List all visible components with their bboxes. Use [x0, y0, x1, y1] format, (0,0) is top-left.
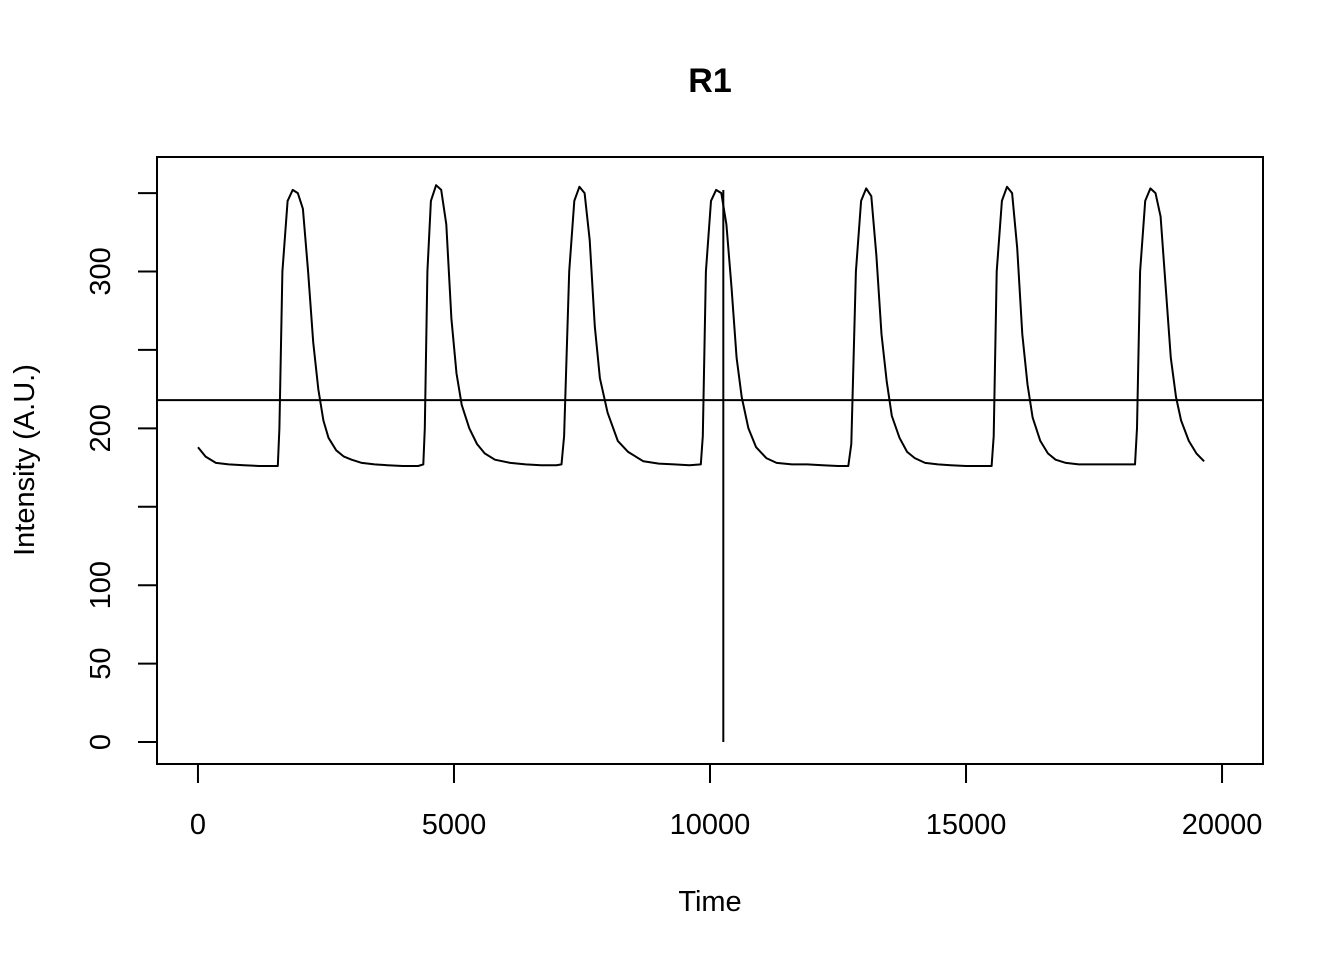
chart-title: R1	[688, 62, 731, 100]
x-axis-label: Time	[678, 886, 741, 918]
y-tick-label: 300	[85, 247, 117, 295]
x-tick-label: 10000	[670, 809, 751, 841]
y-tick-label: 200	[85, 404, 117, 452]
x-axis: 0 5000 10000 15000 20000	[190, 763, 1263, 841]
y-tick-label: 50	[85, 647, 117, 679]
y-tick-label: 0	[85, 734, 117, 750]
y-axis: 0 50 100 200 300	[85, 192, 158, 750]
x-tick-label: 0	[190, 809, 206, 841]
x-tick-label: 15000	[926, 809, 1007, 841]
y-axis-label: Intensity (A.U.)	[9, 364, 41, 556]
intensity-series-line	[197, 184, 1205, 467]
x-tick-label: 20000	[1182, 809, 1263, 841]
x-tick-label: 5000	[422, 809, 487, 841]
y-tick-label: 100	[85, 561, 117, 609]
plot-frame	[156, 156, 1264, 765]
plot-content	[157, 184, 1263, 743]
